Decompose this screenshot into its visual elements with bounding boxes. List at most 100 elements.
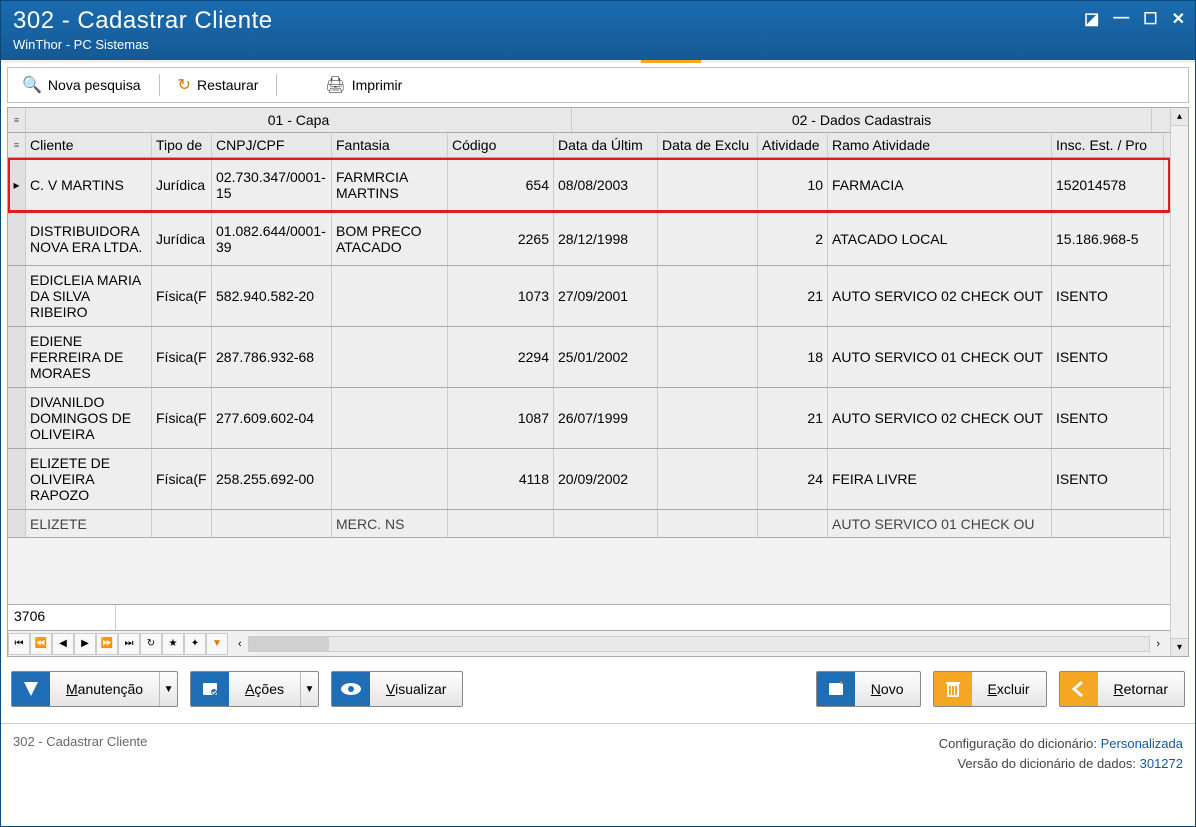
grid-navigator: ⏮ ⏪ ◀ ▶ ⏩ ⏭ ↻ ★ ✦ ▼ ‹ ›	[8, 630, 1170, 656]
table-row[interactable]: EDIENE FERREIRA DE MORAESFísica(F287.786…	[8, 327, 1170, 388]
grid-band[interactable]: 02 - Dados Cadastrais	[572, 108, 1152, 132]
column-header-data_ult[interactable]: Data da Últim	[554, 133, 658, 157]
scroll-down-icon[interactable]: ▾	[1171, 638, 1188, 656]
column-header-data_excl[interactable]: Data de Exclu	[658, 133, 758, 157]
acoes-button[interactable]: Ações ▼	[190, 671, 319, 707]
scroll-up-icon[interactable]: ▴	[1171, 108, 1188, 126]
config-label: Configuração do dicionário:	[939, 736, 1097, 751]
cell-cnpj: 01.082.644/0001-39	[212, 212, 332, 265]
nav-bookmark-button[interactable]: ★	[162, 633, 184, 655]
visualizar-button[interactable]: Visualizar	[331, 671, 463, 707]
column-header-insc[interactable]: Insc. Est. / Pro	[1052, 133, 1164, 157]
column-chooser-icon[interactable]: ≡	[14, 115, 19, 125]
table-row[interactable]: DIVANILDO DOMINGOS DE OLIVEIRAFísica(F27…	[8, 388, 1170, 449]
column-header-atividade[interactable]: Atividade	[758, 133, 828, 157]
cell-tipo: Jurídica	[152, 212, 212, 265]
cell-atividade: 24	[758, 449, 828, 509]
close-icon[interactable]: ✕	[1172, 9, 1185, 29]
cell-cnpj: 258.255.692-00	[212, 449, 332, 509]
cell-data_ult: 20/09/2002	[554, 449, 658, 509]
cell-data_excl	[658, 212, 758, 265]
toolbar-separator	[159, 74, 160, 96]
nav-refresh-button[interactable]: ↻	[140, 633, 162, 655]
grid-band-header: ≡ 01 - Capa02 - Dados Cadastrais	[8, 108, 1170, 133]
table-row[interactable]: ▸C. V MARTINSJurídica02.730.347/0001-15F…	[8, 158, 1170, 212]
cell-cnpj: 582.940.582-20	[212, 266, 332, 326]
app-window: 302 - Cadastrar Cliente WinThor - PC Sis…	[0, 0, 1196, 827]
grid-band[interactable]: 01 - Capa	[26, 108, 572, 132]
back-icon	[1060, 672, 1098, 706]
maintenance-icon	[12, 672, 50, 706]
table-row[interactable]: ELIZETE DE OLIVEIRA RAPOZOFísica(F258.25…	[8, 449, 1170, 510]
cell-cnpj	[212, 510, 332, 537]
cell-codigo: 1087	[448, 388, 554, 448]
restore-down-icon[interactable]: ◪	[1084, 9, 1099, 29]
cell-fantasia: BOM PRECO ATACADO	[332, 212, 448, 265]
manutencao-button[interactable]: Manutenção ▼	[11, 671, 178, 707]
cell-fantasia	[332, 327, 448, 387]
column-header-tipo[interactable]: Tipo de	[152, 133, 212, 157]
novo-label: Novo	[855, 681, 920, 697]
nav-last-button[interactable]: ⏭	[118, 633, 140, 655]
cell-atividade: 2	[758, 212, 828, 265]
cell-fantasia	[332, 388, 448, 448]
nav-filter-button[interactable]: ▼	[206, 633, 228, 655]
column-header-cliente[interactable]: Cliente	[26, 133, 152, 157]
grid-body[interactable]: ▸C. V MARTINSJurídica02.730.347/0001-15F…	[8, 158, 1170, 604]
config-value[interactable]: Personalizada	[1101, 736, 1183, 751]
cell-cliente: DIVANILDO DOMINGOS DE OLIVEIRA	[26, 388, 152, 448]
nav-prev-page-button[interactable]: ⏪	[30, 633, 52, 655]
cell-tipo: Física(F	[152, 266, 212, 326]
cell-tipo: Física(F	[152, 388, 212, 448]
excluir-button[interactable]: Excluir	[933, 671, 1047, 707]
cell-ramo: FARMACIA	[828, 158, 1052, 211]
cell-data_excl	[658, 327, 758, 387]
nav-first-button[interactable]: ⏮	[8, 633, 30, 655]
column-header-cnpj[interactable]: CNPJ/CPF	[212, 133, 332, 157]
cell-codigo: 2265	[448, 212, 554, 265]
cell-insc	[1052, 510, 1164, 537]
version-value[interactable]: 301272	[1140, 756, 1183, 771]
column-header-fantasia[interactable]: Fantasia	[332, 133, 448, 157]
table-row[interactable]: ELIZETEMERC. NSAUTO SERVICO 01 CHECK OU	[8, 510, 1170, 538]
cell-cliente: ELIZETE	[26, 510, 152, 537]
nav-next-button[interactable]: ▶	[74, 633, 96, 655]
table-row[interactable]: EDICLEIA MARIA DA SILVA RIBEIROFísica(F5…	[8, 266, 1170, 327]
cell-ramo: AUTO SERVICO 02 CHECK OUT	[828, 388, 1052, 448]
cell-data_ult	[554, 510, 658, 537]
toolbar: 🔍 Nova pesquisa ↻ Restaurar 🖨 Imprimir	[7, 67, 1189, 103]
cell-tipo	[152, 510, 212, 537]
view-icon	[332, 672, 370, 706]
cell-codigo: 654	[448, 158, 554, 211]
dropdown-icon[interactable]: ▼	[300, 672, 318, 706]
novo-button[interactable]: Novo	[816, 671, 921, 707]
cell-insc: ISENTO	[1052, 388, 1164, 448]
restore-button[interactable]: ↻ Restaurar	[170, 72, 267, 98]
column-header-ramo[interactable]: Ramo Atividade	[828, 133, 1052, 157]
minimize-icon[interactable]: —	[1113, 9, 1129, 29]
cell-cliente: EDIENE FERREIRA DE MORAES	[26, 327, 152, 387]
status-bar: 302 - Cadastrar Cliente Configuração do …	[1, 723, 1195, 779]
nav-bookmark-clear-button[interactable]: ✦	[184, 633, 206, 655]
cell-insc: 152014578	[1052, 158, 1164, 211]
row-indicator: ▸	[8, 158, 26, 211]
acoes-label: Ações	[229, 681, 300, 697]
nav-next-page-button[interactable]: ⏩	[96, 633, 118, 655]
column-chooser-icon[interactable]: ≡	[14, 140, 19, 150]
column-header-codigo[interactable]: Código	[448, 133, 554, 157]
new-search-button[interactable]: 🔍 Nova pesquisa	[14, 72, 149, 98]
vertical-scrollbar[interactable]: ▴ ▾	[1170, 108, 1188, 656]
print-button[interactable]: 🖨 Imprimir	[317, 72, 410, 98]
manutencao-label: Manutenção	[50, 681, 159, 697]
cell-fantasia: MERC. NS	[332, 510, 448, 537]
cell-atividade: 18	[758, 327, 828, 387]
dropdown-icon[interactable]: ▼	[159, 672, 177, 706]
cell-codigo: 1073	[448, 266, 554, 326]
nav-prev-button[interactable]: ◀	[52, 633, 74, 655]
retornar-button[interactable]: Retornar	[1059, 671, 1185, 707]
maximize-icon[interactable]: ☐	[1143, 9, 1157, 29]
cell-data_ult: 08/08/2003	[554, 158, 658, 211]
horizontal-scrollbar[interactable]: ‹ ›	[228, 636, 1170, 652]
table-row[interactable]: DISTRIBUIDORA NOVA ERA LTDA.Jurídica01.0…	[8, 212, 1170, 266]
cell-data_ult: 25/01/2002	[554, 327, 658, 387]
